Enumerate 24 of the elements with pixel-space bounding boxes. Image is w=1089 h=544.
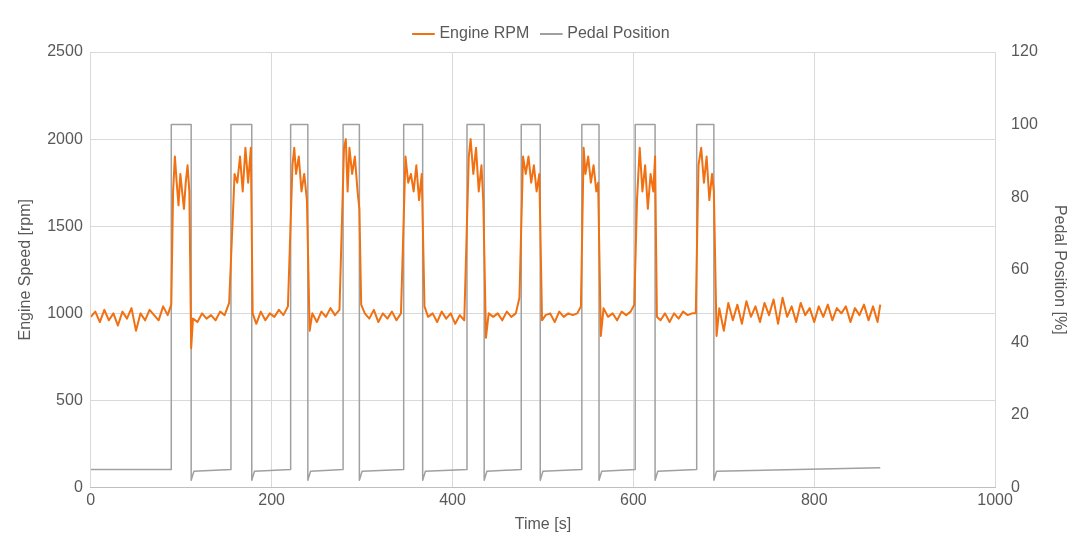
x-tick-label: 200 [258,490,286,508]
y-axis-title: Engine Speed [rpm] [16,199,34,341]
y-tick-label: 2000 [47,129,83,147]
y2-tick-label: 80 [1011,187,1029,205]
y2-tick-label: 20 [1011,405,1029,423]
y2-tick-label: 120 [1011,42,1038,60]
y-tick-label: 1000 [47,303,83,321]
x-tick-label: 800 [800,490,828,508]
x-tick-label: 1000 [977,490,1013,508]
legend-label: Engine RPM [439,24,530,42]
y-tick-label: 500 [56,390,83,408]
legend-label: Pedal Position [567,24,670,42]
x-tick-label: 400 [439,490,466,508]
y2-tick-label: 100 [1011,115,1038,133]
y-tick-label: 2500 [47,42,83,60]
y2-tick-label: 40 [1011,332,1029,350]
y-tick-label: 1500 [47,216,83,234]
x-tick-label: 600 [620,490,647,508]
y2-tick-label: 0 [1011,478,1021,496]
y2-tick-label: 60 [1011,260,1029,278]
x-axis-title: Time [s] [514,514,572,532]
x-tick-label: 0 [86,490,96,508]
y2-axis-title: Pedal Position [%] [1051,204,1069,335]
y-tick-label: 0 [73,478,83,496]
